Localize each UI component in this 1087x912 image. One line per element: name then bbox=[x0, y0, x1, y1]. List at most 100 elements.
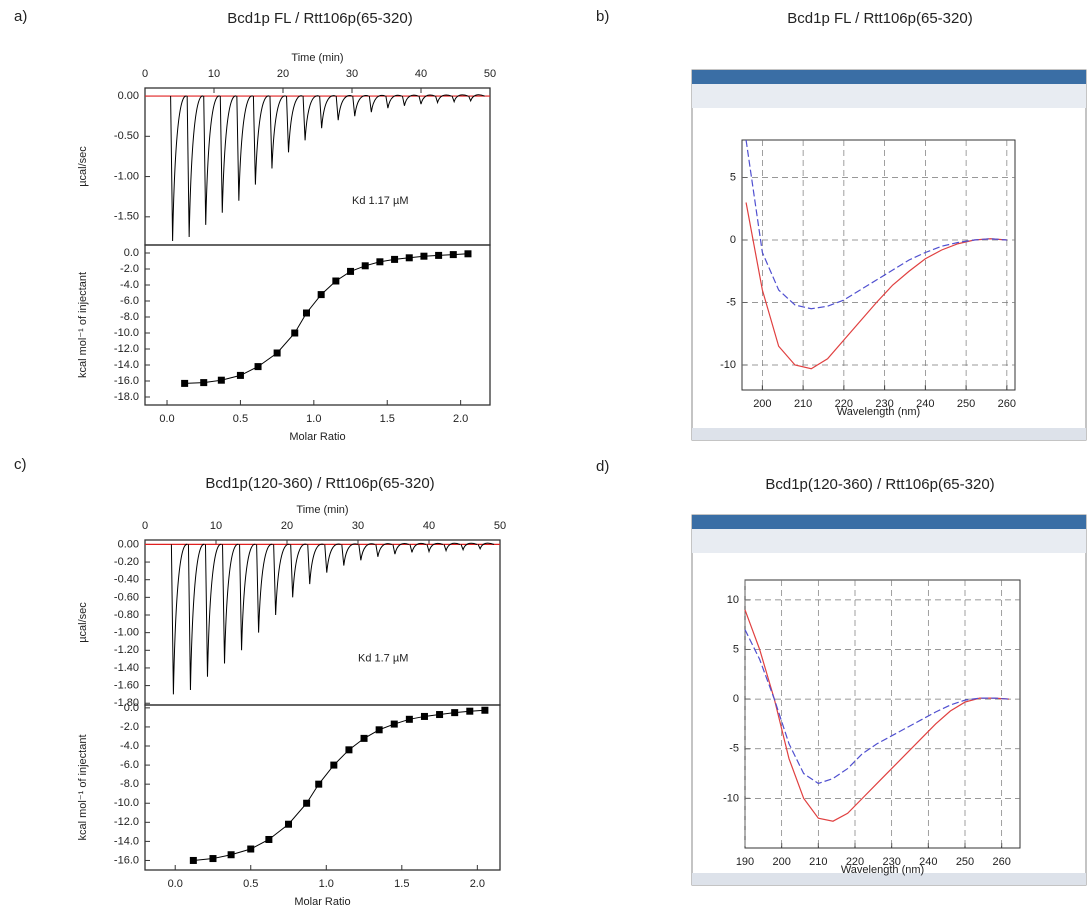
injection-peak bbox=[307, 543, 324, 585]
injection-peak bbox=[460, 542, 478, 552]
x-tick-label: 0 bbox=[142, 68, 148, 80]
data-point bbox=[273, 349, 281, 357]
y-axis-label: µcal/sec bbox=[77, 602, 89, 643]
panel-title: Bcd1p FL / Rtt106p(65-320) bbox=[227, 10, 413, 27]
data-point bbox=[390, 720, 398, 728]
y-tick-label: 5 bbox=[730, 171, 736, 183]
x-tick-label: 190 bbox=[736, 856, 754, 868]
plot-frame bbox=[144, 704, 501, 871]
x-tick-label: 210 bbox=[809, 856, 827, 868]
x-tick-label: 210 bbox=[794, 398, 812, 410]
y-tick-label: -8.0 bbox=[120, 311, 139, 323]
x-axis-label: Time (min) bbox=[291, 52, 343, 64]
injection-peak bbox=[451, 94, 469, 104]
x-tick-label: 40 bbox=[423, 520, 435, 532]
y-tick-label: -10 bbox=[723, 792, 739, 804]
panel-label: a) bbox=[14, 8, 28, 25]
data-point bbox=[360, 734, 368, 742]
x-axis-label: Molar Ratio bbox=[289, 431, 345, 443]
data-point bbox=[347, 267, 355, 275]
y-tick-label: -0.60 bbox=[114, 591, 139, 603]
data-point bbox=[247, 845, 255, 853]
fit-curve bbox=[184, 253, 469, 384]
x-tick-label: 0 bbox=[142, 520, 148, 532]
plot-frame bbox=[144, 539, 501, 706]
data-point bbox=[481, 706, 489, 714]
x-tick-label: 250 bbox=[957, 398, 975, 410]
y-tick-label: -0.50 bbox=[114, 130, 139, 142]
x-tick-label: 30 bbox=[346, 68, 358, 80]
injection-peak bbox=[302, 95, 320, 141]
panel-title: Bcd1p(120-360) / Rtt106p(65-320) bbox=[205, 475, 435, 492]
cd-curve bbox=[745, 202, 1007, 370]
data-point bbox=[332, 277, 340, 285]
injection-peak bbox=[477, 542, 495, 551]
x-tick-label: 20 bbox=[277, 68, 289, 80]
y-tick-label: -14.0 bbox=[114, 835, 139, 847]
panel-label: c) bbox=[14, 456, 27, 473]
injection-peak bbox=[203, 95, 220, 225]
y-tick-label: 5 bbox=[733, 643, 739, 655]
data-point bbox=[315, 780, 323, 788]
injection-peak bbox=[252, 95, 270, 185]
y-tick-label: -5 bbox=[726, 296, 736, 308]
fit-curve bbox=[193, 709, 485, 861]
x-tick-label: 1.0 bbox=[306, 413, 321, 425]
x-tick-label: 50 bbox=[484, 68, 496, 80]
y-tick-label: -4.0 bbox=[120, 740, 139, 752]
y-tick-label: -1.00 bbox=[114, 627, 139, 639]
injection-peak bbox=[324, 543, 341, 573]
data-point bbox=[317, 291, 325, 299]
x-tick-label: 30 bbox=[352, 520, 364, 532]
cd-curve bbox=[745, 139, 1007, 310]
injection-peak bbox=[375, 543, 393, 557]
y-tick-label: -1.00 bbox=[114, 170, 139, 182]
injection-peak bbox=[352, 94, 369, 117]
y-tick-label: 0 bbox=[733, 693, 739, 705]
y-tick-label: -18.0 bbox=[114, 391, 139, 403]
data-point bbox=[405, 715, 413, 723]
injection-peak bbox=[468, 94, 485, 103]
y-tick-label: -16.0 bbox=[114, 854, 139, 866]
injection-peak bbox=[204, 543, 222, 677]
y-tick-label: -1.20 bbox=[114, 644, 139, 656]
y-axis-label: kcal mol⁻¹ of injectant bbox=[77, 272, 89, 378]
y-tick-label: -2.0 bbox=[120, 263, 139, 275]
y-tick-label: 10 bbox=[727, 594, 739, 606]
data-point bbox=[181, 379, 189, 387]
y-tick-label: -16.0 bbox=[114, 375, 139, 387]
injection-peak bbox=[256, 543, 273, 633]
injection-peak bbox=[341, 543, 358, 566]
injection-peak bbox=[358, 543, 376, 561]
injection-peak bbox=[368, 94, 386, 113]
injection-peak bbox=[236, 95, 254, 201]
x-tick-label: 1.5 bbox=[380, 413, 395, 425]
y-tick-label: -0.20 bbox=[114, 556, 139, 568]
y-tick-label: 0.00 bbox=[118, 90, 139, 102]
injection-peak bbox=[435, 94, 452, 105]
x-axis-label: Molar Ratio bbox=[294, 896, 350, 908]
annotation: Kd 1.17 µM bbox=[352, 195, 408, 207]
data-point bbox=[420, 712, 428, 720]
injection-peak bbox=[401, 94, 419, 106]
data-point bbox=[236, 371, 244, 379]
x-tick-label: 240 bbox=[916, 398, 934, 410]
y-tick-label: -0.80 bbox=[114, 609, 139, 621]
x-axis-label: Wavelength (nm) bbox=[841, 864, 924, 876]
data-point bbox=[302, 309, 310, 317]
data-point bbox=[375, 726, 383, 734]
data-point bbox=[217, 376, 225, 384]
y-axis-label: µcal/sec bbox=[77, 146, 89, 187]
injection-peak bbox=[426, 542, 444, 554]
injection-peak bbox=[335, 95, 353, 121]
injection-peak bbox=[219, 95, 237, 213]
data-point bbox=[405, 254, 413, 262]
injection-peak bbox=[170, 543, 188, 695]
x-tick-label: 200 bbox=[753, 398, 771, 410]
injection-peak bbox=[239, 543, 256, 651]
x-tick-label: 2.0 bbox=[470, 878, 485, 890]
data-point bbox=[285, 820, 293, 828]
y-tick-label: -1.40 bbox=[114, 662, 139, 674]
y-tick-label: 0 bbox=[730, 234, 736, 246]
